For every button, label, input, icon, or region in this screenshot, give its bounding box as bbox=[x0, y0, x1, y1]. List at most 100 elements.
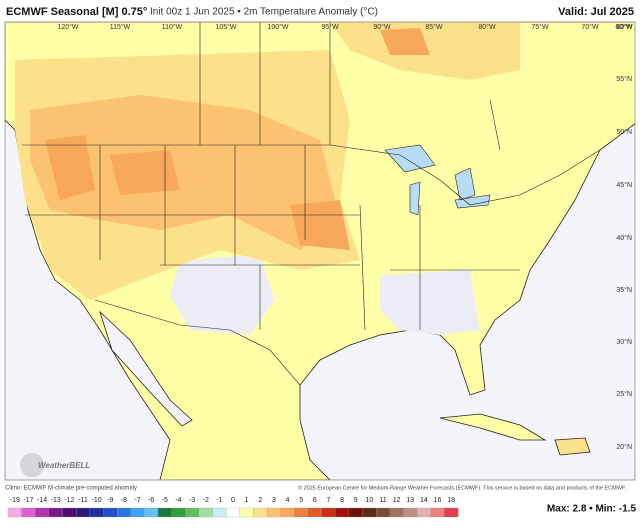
colorbar-swatch bbox=[307, 507, 323, 518]
colorbar-swatch bbox=[416, 507, 432, 518]
colorbar-swatch bbox=[171, 507, 186, 518]
colorbar-label: -5 bbox=[162, 497, 168, 504]
colorbar-swatch bbox=[294, 507, 309, 518]
map-frame bbox=[4, 21, 636, 481]
longitude-label: 70°W bbox=[581, 23, 599, 31]
copyright: © 2025 European Centre for Medium-Range … bbox=[298, 484, 627, 491]
colorbar-label: -14 bbox=[37, 497, 47, 504]
max-min: Max: 2.8 • Min: -1.5 bbox=[547, 504, 637, 515]
colorbar-label: 12 bbox=[393, 497, 401, 504]
colorbar-label: 2 bbox=[258, 497, 262, 504]
colorbar-swatch bbox=[21, 507, 36, 518]
colorbar-label: -19 bbox=[10, 497, 20, 504]
colorbar-swatch bbox=[266, 507, 282, 518]
colorbar-swatch bbox=[376, 507, 391, 518]
colorbar-label: 3 bbox=[272, 497, 276, 504]
colorbar-swatch bbox=[253, 507, 268, 518]
colorbar-swatch bbox=[430, 507, 445, 518]
colorbar-swatch bbox=[48, 507, 63, 518]
colorbar-label: 18 bbox=[447, 497, 455, 504]
colorbar-swatch bbox=[280, 507, 295, 518]
colorbar-swatch bbox=[321, 507, 336, 518]
colorbar-label: 8 bbox=[340, 497, 344, 504]
colorbar-swatch bbox=[403, 507, 418, 518]
colorbar-swatch bbox=[239, 507, 254, 518]
hispaniola bbox=[554, 437, 591, 456]
colorbar-swatch bbox=[335, 507, 350, 518]
map: 120°W 115°W 110°W 105°W 100°W 95°W 90°W 85°W 80°… bbox=[4, 21, 636, 481]
colorbar-label: -12 bbox=[64, 497, 74, 504]
colorbar-swatch bbox=[444, 507, 459, 518]
latitude-label: 60°N bbox=[616, 23, 632, 31]
latitude-label: 45°N bbox=[616, 181, 632, 189]
colorbar-label: 9 bbox=[354, 497, 358, 504]
colorbar-label: -4 bbox=[175, 497, 181, 504]
colorbar-label: 1 bbox=[245, 497, 249, 504]
colorbar-label: -10 bbox=[92, 497, 102, 504]
longitude-label: 120°W bbox=[57, 23, 78, 31]
colorbar-swatch bbox=[89, 507, 104, 518]
longitude-label: 115°W bbox=[110, 23, 131, 31]
colorbar-swatch bbox=[389, 507, 404, 518]
anomaly-warmest bbox=[45, 28, 430, 250]
colorbar-swatch bbox=[362, 507, 377, 518]
longitude-label: 60°W bbox=[615, 23, 633, 31]
colorbar-swatch bbox=[7, 507, 23, 518]
great-lakes bbox=[384, 144, 491, 216]
neutral-southwest bbox=[170, 255, 275, 335]
colorbar-swatch bbox=[116, 507, 132, 518]
neutral-southeast bbox=[380, 270, 480, 335]
latitude-label: 30°N bbox=[616, 338, 632, 346]
colorbar-label: -1 bbox=[216, 497, 222, 504]
valid-date: Valid: Jul 2025 bbox=[558, 6, 634, 18]
longitude-labels: 120°W 115°W 110°W 105°W 100°W 95°W 90°W 85°W 80°… bbox=[57, 23, 633, 31]
logo: WeatherBELL bbox=[38, 461, 90, 470]
colorbar-swatch bbox=[185, 507, 200, 518]
colorbar-label: 5 bbox=[299, 497, 303, 504]
colorbar-swatch bbox=[62, 507, 77, 518]
colorbar-swatch bbox=[103, 507, 118, 518]
latitude-label: 20°N bbox=[616, 443, 632, 451]
colorbar-label: -7 bbox=[134, 497, 140, 504]
colorbar-swatch bbox=[35, 507, 50, 518]
colorbar-label: 11 bbox=[379, 497, 386, 504]
longitude-label: 105°W bbox=[215, 23, 236, 31]
latitude-labels: 60°N 55°N 50°N 45°N 40°N 35°N 30°N 25°N 20°N bbox=[616, 23, 632, 451]
cuba bbox=[439, 413, 547, 441]
colorbar-swatch bbox=[144, 507, 159, 518]
colorbar-label: -11 bbox=[78, 497, 88, 504]
longitude-label: 85°W bbox=[425, 23, 443, 31]
colorbar-label: 10 bbox=[365, 497, 373, 504]
colorbar-swatch bbox=[157, 507, 173, 518]
latitude-label: 25°N bbox=[616, 390, 632, 398]
colorbar-label: -8 bbox=[121, 497, 127, 504]
latitude-label: 35°N bbox=[616, 286, 632, 294]
borders bbox=[22, 22, 601, 386]
colorbar-swatch bbox=[76, 507, 91, 518]
colorbar-label: -2 bbox=[203, 497, 209, 504]
longitude-label: 80°W bbox=[478, 23, 496, 31]
longitude-label: 100°W bbox=[267, 23, 288, 31]
title: ECMWF Seasonal [M] 0.75° bbox=[6, 6, 147, 18]
colorbar-label: -6 bbox=[148, 497, 154, 504]
logo-globe bbox=[20, 453, 44, 477]
latitude-label: 55°N bbox=[616, 75, 632, 83]
climo-note: Climo: ECMWF M-climate pre-computed anom… bbox=[5, 486, 137, 492]
colorbar-swatch bbox=[212, 507, 227, 518]
colorbar-label: 7 bbox=[327, 497, 331, 504]
colorbar-swatch bbox=[226, 507, 241, 518]
colorbar-label: -9 bbox=[107, 497, 113, 504]
longitude-label: 75°W bbox=[531, 23, 549, 31]
colorbar-swatch bbox=[130, 507, 145, 518]
colorbar-label: 6 bbox=[313, 497, 317, 504]
anomaly-warmer bbox=[30, 95, 340, 250]
longitude-label: 95°W bbox=[321, 23, 339, 31]
subtitle: Init 00z 1 Jun 2025 • 2m Temperature Ano… bbox=[150, 7, 378, 18]
longitude-label: 90°W bbox=[373, 23, 391, 31]
colorbar-label: 4 bbox=[286, 497, 290, 504]
latitude-label: 40°N bbox=[616, 234, 632, 242]
colorbar-label: 14 bbox=[420, 497, 428, 504]
colorbar-label: -17 bbox=[23, 497, 33, 504]
longitude-label: 110°W bbox=[162, 23, 183, 31]
gulf-of-california bbox=[99, 310, 193, 427]
